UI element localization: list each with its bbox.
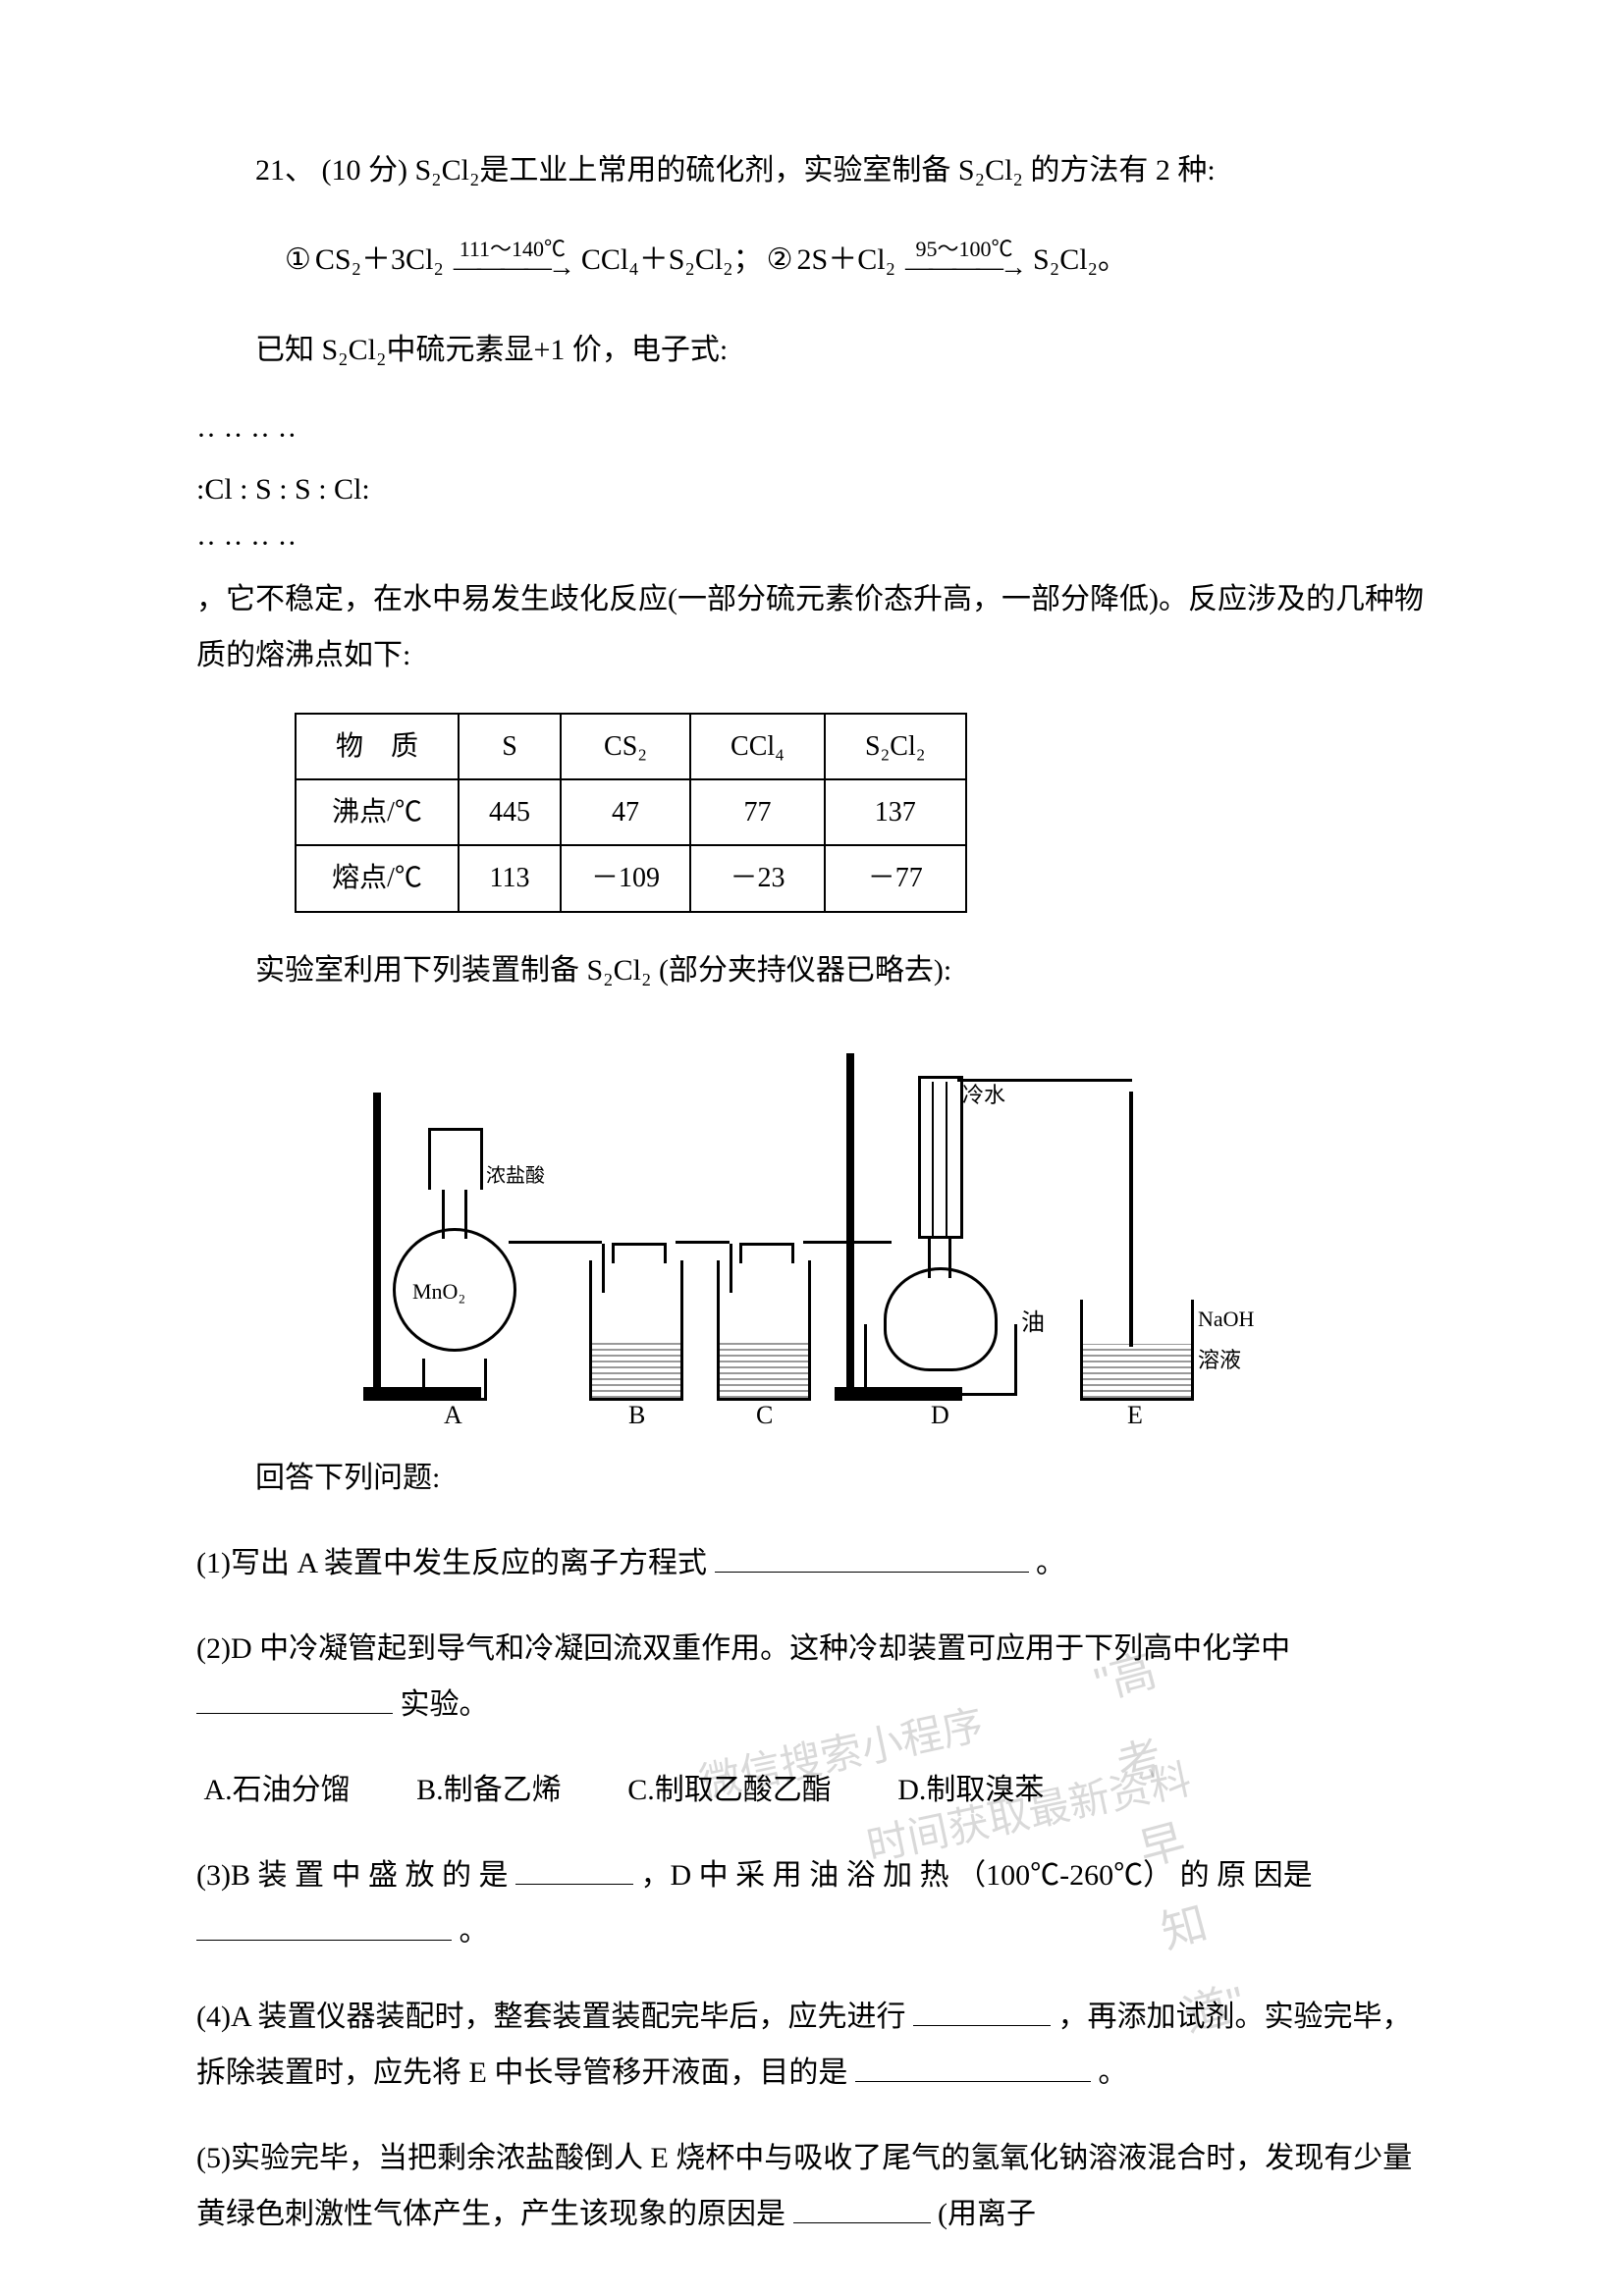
q5: (5)实验完毕，当把剩余浓盐酸倒人 E 烧杯中与吸收了尾气的氢氧化钠溶液混合时，… bbox=[196, 2130, 1437, 2242]
funnel-a bbox=[428, 1128, 483, 1190]
arrow-line-icon: ————→ bbox=[454, 253, 571, 284]
question-header: 21、 (10 分) S₂Cl₂是工业上常用的硫化剂，实验室制备 S₂Cl₂ 的… bbox=[196, 142, 1437, 198]
label-mno2: MnO₂ bbox=[412, 1271, 465, 1312]
label-conc-acid: 浓盐酸 bbox=[486, 1157, 545, 1195]
label-oil: 油 bbox=[1021, 1302, 1045, 1347]
cell: 熔点/℃ bbox=[296, 845, 459, 911]
eq2-lead: ② bbox=[767, 228, 793, 293]
beaker-e bbox=[1080, 1300, 1194, 1401]
label-a: A bbox=[444, 1391, 462, 1439]
q4-end: 。 bbox=[1098, 2056, 1127, 2089]
opt-d: D.制取溴苯 bbox=[897, 1774, 1044, 1806]
cell: －109 bbox=[561, 845, 690, 911]
th-substance: 物 质 bbox=[296, 714, 459, 779]
eq2-lhs: 2S＋Cl₂ bbox=[797, 228, 896, 293]
cell: 113 bbox=[459, 845, 561, 911]
apparatus-intro: 实验室利用下列装置制备 S₂Cl₂ (部分夹持仪器已略去): bbox=[196, 942, 1437, 998]
th-s2cl2: S₂Cl₂ bbox=[825, 714, 966, 779]
th-s: S bbox=[459, 714, 561, 779]
q-number: 21、 bbox=[255, 154, 314, 187]
opt-a: A.石油分馏 bbox=[204, 1774, 351, 1806]
th-cs2: CS₂ bbox=[561, 714, 690, 779]
blank-input[interactable] bbox=[715, 1542, 1029, 1573]
equations-block: ① CS₂＋3Cl₂ 111～140℃ ————→ CCl₄＋S₂Cl₂； ② … bbox=[285, 228, 1437, 293]
q4-a: (4)A 装置仪器装配时，整套装置装配完毕后，应先进行 bbox=[196, 2001, 906, 2033]
label-c: C bbox=[756, 1391, 773, 1439]
blank-input[interactable] bbox=[855, 2052, 1091, 2082]
q3-a: (3)B 装 置 中 盛 放 的 是 bbox=[196, 1859, 509, 1892]
apparatus-diagram: 微信搜索小程序 "高考早知道" 时间获取最新资料 MnO₂ 浓盐酸 A B C … bbox=[334, 1028, 1218, 1440]
q3-end: 。 bbox=[460, 1915, 489, 1948]
label-d: D bbox=[931, 1391, 949, 1439]
para1-b: ，它不稳定，在水中易发生歧化反应(一部分硫元素价态升高，一部分降低)。反应涉及的… bbox=[196, 583, 1424, 671]
blank-input[interactable] bbox=[913, 1996, 1051, 2026]
qa-intro: 回答下列问题: bbox=[196, 1450, 1437, 1506]
opt-c: C.制取乙酸乙酯 bbox=[627, 1774, 832, 1806]
para1-a: 已知 S₂Cl₂中硫元素显+1 价，电子式: bbox=[255, 334, 728, 366]
blank-input[interactable] bbox=[196, 1683, 393, 1714]
lewis-top: ·· ·· ·· ·· bbox=[196, 407, 1437, 463]
q1-text: (1)写出 A 装置中发生反应的离子方程式 bbox=[196, 1547, 707, 1579]
flask-d bbox=[884, 1267, 998, 1371]
properties-table-wrap: 物 质 S CS₂ CCl₄ S₂Cl₂ 沸点/℃ 445 47 77 137 … bbox=[295, 713, 1437, 913]
label-naoh: NaOH溶液 bbox=[1198, 1299, 1254, 1381]
table-header-row: 物 质 S CS₂ CCl₄ S₂Cl₂ bbox=[296, 714, 966, 779]
label-b: B bbox=[628, 1391, 645, 1439]
eq1-lead: ① bbox=[285, 228, 311, 293]
tube-bc bbox=[676, 1241, 730, 1244]
q2-end: 实验。 bbox=[401, 1688, 489, 1721]
label-e: E bbox=[1127, 1391, 1143, 1439]
eq1-lhs: CS₂＋3Cl₂ bbox=[315, 228, 444, 293]
eq1-rhs: CCl₄＋S₂Cl₂； bbox=[581, 228, 763, 293]
blank-input[interactable] bbox=[196, 1910, 452, 1941]
q-points: (10 分) bbox=[322, 154, 407, 187]
cell: 137 bbox=[825, 779, 966, 845]
tube-ab bbox=[509, 1241, 602, 1244]
q3: (3)B 装 置 中 盛 放 的 是 ，D 中 采 用 油 浴 加 热 （100… bbox=[196, 1847, 1437, 1959]
tube-ab-v bbox=[602, 1244, 605, 1293]
q5-b: (用离子 bbox=[938, 2198, 1036, 2230]
flask-d-neck bbox=[928, 1239, 951, 1278]
cell: －77 bbox=[825, 845, 966, 911]
lewis-mid: :Cl : S : S : Cl: bbox=[196, 461, 1437, 517]
properties-table: 物 质 S CS₂ CCl₄ S₂Cl₂ 沸点/℃ 445 47 77 137 … bbox=[295, 713, 967, 913]
table-row: 熔点/℃ 113 －109 －23 －77 bbox=[296, 845, 966, 911]
cell: 沸点/℃ bbox=[296, 779, 459, 845]
eq1-arrow: 111～140℃ ————→ bbox=[454, 238, 571, 284]
q1: (1)写出 A 装置中发生反应的离子方程式 。 bbox=[196, 1535, 1437, 1591]
eq2-rhs: S₂Cl₂。 bbox=[1033, 228, 1127, 293]
para-lewis: 已知 S₂Cl₂中硫元素显+1 价，电子式: bbox=[196, 322, 1437, 378]
eq2-arrow: 95～100℃ ————→ bbox=[905, 238, 1023, 284]
q4: (4)A 装置仪器装配时，整套装置装配完毕后，应先进行 ，再添加试剂。实验完毕，… bbox=[196, 1989, 1437, 2101]
q1-end: 。 bbox=[1036, 1547, 1065, 1579]
th-ccl4: CCl₄ bbox=[690, 714, 825, 779]
tube-bc-v bbox=[730, 1244, 732, 1293]
condenser-inner bbox=[932, 1082, 947, 1239]
flask-a-neck bbox=[442, 1190, 467, 1239]
cell: 77 bbox=[690, 779, 825, 845]
q2-options: A.石油分馏 B.制备乙烯 C.制取乙酸乙酯 D.制取溴苯 bbox=[196, 1762, 1437, 1818]
q-intro: S₂Cl₂是工业上常用的硫化剂，实验室制备 S₂Cl₂ 的方法有 2 种: bbox=[414, 154, 1215, 187]
q2: (2)D 中冷凝管起到导气和冷凝回流双重作用。这种冷却装置可应用于下列高中化学中… bbox=[196, 1621, 1437, 1733]
cell: 445 bbox=[459, 779, 561, 845]
arrow-line-icon: ————→ bbox=[905, 253, 1023, 284]
opt-b: B.制备乙烯 bbox=[416, 1774, 562, 1806]
lewis-bot: ·· ·· ·· ·· bbox=[196, 515, 1437, 571]
q2-text: (2)D 中冷凝管起到导气和冷凝回流双重作用。这种冷却装置可应用于下列高中化学中 bbox=[196, 1632, 1290, 1665]
blank-input[interactable] bbox=[515, 1854, 633, 1885]
table-row: 沸点/℃ 445 47 77 137 bbox=[296, 779, 966, 845]
cell: 47 bbox=[561, 779, 690, 845]
cell: －23 bbox=[690, 845, 825, 911]
q3-b: ，D 中 采 用 油 浴 加 热 （100℃-260℃） 的 原 因是 bbox=[641, 1859, 1313, 1892]
tube-de bbox=[957, 1079, 1132, 1082]
blank-input[interactable] bbox=[793, 2193, 931, 2223]
